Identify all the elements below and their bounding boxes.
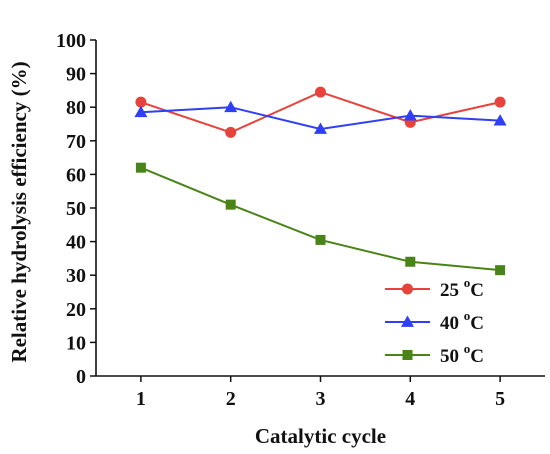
y-tick-label: 60 xyxy=(66,164,86,186)
y-tick-label: 80 xyxy=(66,97,86,119)
data-point xyxy=(224,100,238,113)
series-layer xyxy=(134,86,507,276)
legend-marker xyxy=(402,350,413,360)
legend: 25 oC 40 oC 50 oC xyxy=(385,275,484,367)
data-point xyxy=(314,122,327,134)
series-3 xyxy=(135,162,506,276)
series-2 xyxy=(134,100,507,134)
x-tick-label: 4 xyxy=(405,388,415,410)
x-tick-label: 1 xyxy=(136,388,146,410)
x-ticks: 1 2 3 4 5 xyxy=(136,376,505,410)
data-point xyxy=(403,109,417,121)
data-point xyxy=(135,96,147,108)
legend-entry: 40 oC xyxy=(385,308,484,334)
y-ticks: 0 10 20 30 40 50 60 70 80 90 100 xyxy=(56,30,96,388)
data-point xyxy=(493,114,507,126)
axes: 0 10 20 30 40 50 60 70 80 90 100 1 2 3 4 5 xyxy=(56,30,545,410)
y-tick-label: 70 xyxy=(66,131,86,153)
legend-entry: 50 oC xyxy=(385,341,484,367)
data-point xyxy=(494,96,506,108)
y-tick-label: 40 xyxy=(66,232,86,254)
data-point xyxy=(134,105,148,118)
data-point xyxy=(495,265,506,276)
y-tick-label: 0 xyxy=(76,366,86,388)
data-point xyxy=(315,234,326,245)
legend-label: 40 oC xyxy=(440,308,484,334)
data-point xyxy=(225,199,236,210)
data-point xyxy=(405,256,416,267)
legend-marker xyxy=(401,315,414,327)
x-tick-label: 5 xyxy=(495,388,505,410)
data-point xyxy=(225,126,237,138)
data-point xyxy=(135,162,146,173)
y-tick-label: 20 xyxy=(66,299,86,321)
y-tick-label: 100 xyxy=(56,30,86,52)
y-tick-label: 10 xyxy=(66,332,86,354)
series-line xyxy=(140,166,501,272)
legend-label: 50 oC xyxy=(440,341,484,367)
y-axis-title: Relative hydrolysis efficiency (%) xyxy=(7,61,31,362)
x-tick-label: 2 xyxy=(226,388,236,410)
series-1 xyxy=(135,86,506,138)
legend-entry: 25 oC xyxy=(385,275,484,301)
legend-marker xyxy=(402,283,413,295)
data-point xyxy=(315,86,326,98)
legend-label: 25 oC xyxy=(440,275,484,301)
y-tick-label: 30 xyxy=(66,265,86,287)
y-tick-label: 90 xyxy=(66,64,86,86)
x-tick-label: 3 xyxy=(316,388,326,410)
y-tick-label: 50 xyxy=(66,198,86,220)
x-axis-title: Catalytic cycle xyxy=(255,424,386,448)
